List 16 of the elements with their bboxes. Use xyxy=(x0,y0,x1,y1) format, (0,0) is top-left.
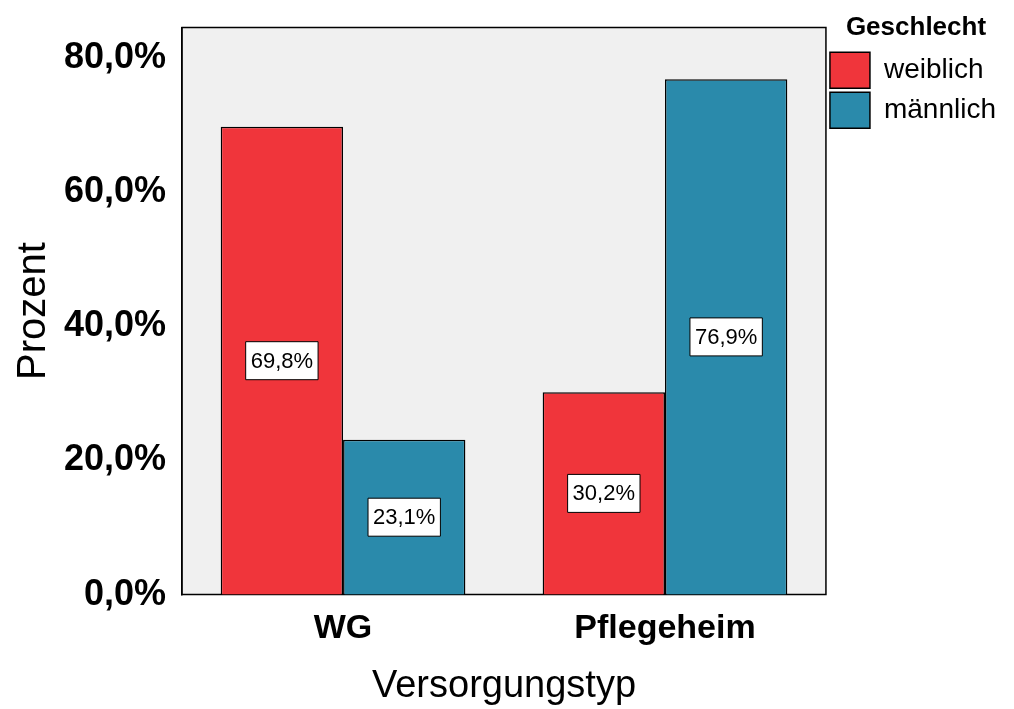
y-tick-label: 80,0% xyxy=(64,35,167,77)
legend-title: Geschlecht xyxy=(845,11,987,42)
legend-label: weiblich xyxy=(882,52,984,84)
x-tick-label: Pflegeheim xyxy=(574,607,756,646)
x-axis-title: Versorgungstyp xyxy=(371,662,637,705)
y-tick-label: 60,0% xyxy=(64,169,167,211)
y-tick-label: 20,0% xyxy=(64,437,167,479)
y-tick-label: 0,0% xyxy=(84,571,167,613)
data-label: 30,2% xyxy=(572,480,636,506)
data-label: 76,9% xyxy=(694,323,758,349)
legend-label: männlich xyxy=(883,92,997,124)
y-tick-label: 40,0% xyxy=(64,303,167,345)
data-label: 69,8% xyxy=(250,347,314,373)
x-tick-label: WG xyxy=(313,607,373,646)
data-label: 23,1% xyxy=(373,504,436,530)
y-axis-title: Prozent xyxy=(9,242,54,381)
